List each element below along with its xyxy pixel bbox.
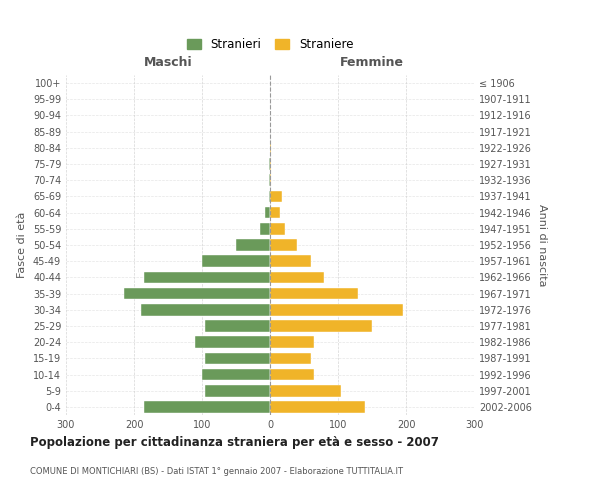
Bar [265, 207, 270, 218]
Bar [270, 368, 314, 380]
Text: Femmine: Femmine [340, 56, 404, 68]
Bar [270, 158, 271, 170]
Bar [270, 288, 358, 300]
Bar [144, 272, 270, 283]
Bar [270, 336, 314, 348]
Y-axis label: Anni di nascita: Anni di nascita [537, 204, 547, 286]
Bar [270, 352, 311, 364]
Bar [270, 256, 311, 267]
Text: Popolazione per cittadinanza straniera per età e sesso - 2007: Popolazione per cittadinanza straniera p… [30, 436, 439, 449]
Text: COMUNE DI MONTICHIARI (BS) - Dati ISTAT 1° gennaio 2007 - Elaborazione TUTTITALI: COMUNE DI MONTICHIARI (BS) - Dati ISTAT … [30, 468, 403, 476]
Bar [205, 352, 270, 364]
Bar [202, 256, 270, 267]
Bar [270, 207, 280, 218]
Bar [270, 174, 271, 186]
Bar [270, 385, 341, 396]
Bar [270, 239, 297, 251]
Bar [270, 304, 403, 316]
Y-axis label: Fasce di età: Fasce di età [17, 212, 27, 278]
Bar [270, 190, 282, 202]
Bar [270, 223, 285, 234]
Bar [144, 401, 270, 412]
Bar [195, 336, 270, 348]
Text: Maschi: Maschi [143, 56, 193, 68]
Bar [269, 158, 270, 170]
Bar [202, 368, 270, 380]
Legend: Stranieri, Straniere: Stranieri, Straniere [182, 34, 358, 56]
Bar [270, 401, 365, 412]
Bar [269, 190, 270, 202]
Bar [236, 239, 270, 251]
Bar [270, 320, 372, 332]
Bar [124, 288, 270, 300]
Bar [270, 142, 271, 154]
Bar [260, 223, 270, 234]
Bar [141, 304, 270, 316]
Bar [205, 320, 270, 332]
Bar [269, 174, 270, 186]
Bar [270, 272, 325, 283]
Bar [205, 385, 270, 396]
